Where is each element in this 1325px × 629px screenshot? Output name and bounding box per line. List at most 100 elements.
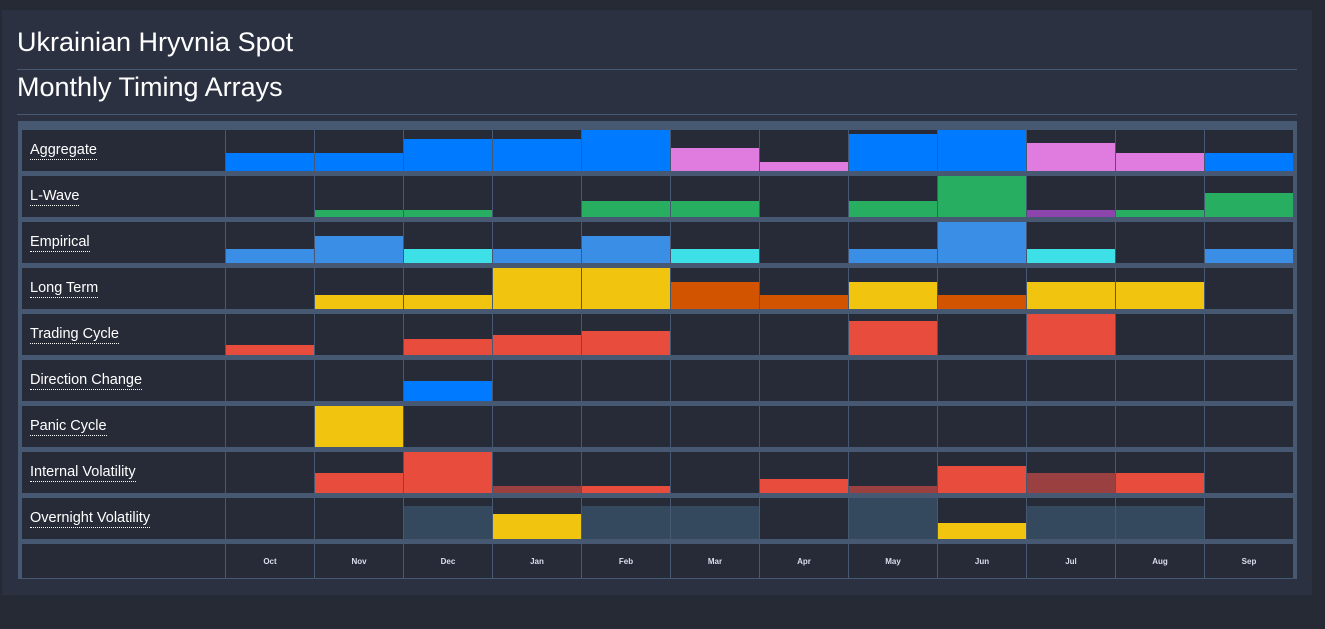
month-cell (226, 176, 314, 217)
month-cell (849, 176, 937, 217)
month-label: Jan (493, 544, 581, 578)
month-label: Apr (760, 544, 848, 578)
month-cell (849, 314, 937, 355)
month-cell (671, 130, 759, 171)
timing-bar (849, 249, 937, 263)
month-cell (582, 130, 670, 171)
month-cell (938, 314, 1026, 355)
timing-bar (404, 249, 492, 263)
timing-bar (315, 209, 403, 217)
row-label-link[interactable]: Aggregate (30, 142, 97, 160)
timing-bar (226, 152, 314, 171)
timing-bar (404, 139, 492, 171)
month-cell (1116, 498, 1204, 539)
month-cell (1027, 268, 1115, 309)
row-label-link[interactable]: Direction Change (30, 372, 143, 390)
month-cell (315, 222, 403, 263)
month-cell (1027, 176, 1115, 217)
month-cell (1116, 360, 1204, 401)
month-cell (582, 498, 670, 539)
timing-bar (315, 472, 403, 493)
timing-bar (315, 295, 403, 309)
row-label-link[interactable]: L-Wave (30, 188, 80, 206)
month-cell (1027, 130, 1115, 171)
row-label-link[interactable]: Internal Volatility (30, 464, 136, 482)
timing-bar (1027, 209, 1115, 217)
month-cell (493, 452, 581, 493)
month-cell (760, 314, 848, 355)
month-cell (1205, 222, 1293, 263)
month-cell (1116, 452, 1204, 493)
timing-bar (671, 281, 759, 309)
month-cell (1027, 498, 1115, 539)
array-row: Empirical (22, 222, 1293, 263)
timing-bar (760, 479, 848, 493)
month-cell (315, 406, 403, 447)
month-label: Nov (315, 544, 403, 578)
month-label: Feb (582, 544, 670, 578)
timing-bar (671, 249, 759, 263)
row-label: Panic Cycle (22, 406, 225, 447)
month-label: Jul (1027, 544, 1115, 578)
month-cell (760, 176, 848, 217)
month-cell (404, 130, 492, 171)
month-cell (582, 176, 670, 217)
timing-bar (671, 201, 759, 217)
row-label-link[interactable]: Empirical (30, 234, 90, 252)
month-cell (938, 130, 1026, 171)
timing-bar (315, 152, 403, 171)
timing-bar (1027, 143, 1115, 171)
month-label: Mar (671, 544, 759, 578)
month-cell (315, 314, 403, 355)
month-cell (582, 222, 670, 263)
timing-bar (849, 134, 937, 171)
month-cell (404, 222, 492, 263)
month-cell (1205, 130, 1293, 171)
month-cell (1205, 498, 1293, 539)
row-label: Direction Change (22, 360, 225, 401)
month-cell (315, 176, 403, 217)
month-cell (226, 406, 314, 447)
month-cell (1205, 360, 1293, 401)
month-cell (938, 176, 1026, 217)
array-row: Internal Volatility (22, 452, 1293, 493)
month-cell (1205, 314, 1293, 355)
month-cell (849, 498, 937, 539)
row-label-link[interactable]: Long Term (30, 280, 99, 298)
row-label: Empirical (22, 222, 225, 263)
month-label: Aug (1116, 544, 1204, 578)
timing-bar (938, 130, 1026, 171)
row-label-link[interactable]: Trading Cycle (30, 326, 119, 344)
month-cell (1116, 406, 1204, 447)
timing-bar (671, 148, 759, 171)
month-cell (938, 406, 1026, 447)
timing-bar (582, 506, 670, 539)
month-cell (404, 268, 492, 309)
month-cell (849, 360, 937, 401)
month-label: Sep (1205, 544, 1293, 578)
timing-bar (582, 236, 670, 263)
month-cell (760, 406, 848, 447)
timing-bar (315, 236, 403, 263)
month-cell (493, 406, 581, 447)
timing-bar (226, 344, 314, 355)
month-cell (493, 130, 581, 171)
month-cell (938, 360, 1026, 401)
timing-bar (582, 268, 670, 309)
month-cell (493, 498, 581, 539)
row-label: Overnight Volatility (22, 498, 225, 539)
timing-bar (404, 380, 492, 401)
month-cell (315, 268, 403, 309)
row-label-link[interactable]: Overnight Volatility (30, 510, 151, 528)
timing-bar (849, 486, 937, 493)
timing-bar (760, 161, 848, 171)
array-row: Panic Cycle (22, 406, 1293, 447)
month-cell (226, 222, 314, 263)
row-label-link[interactable]: Panic Cycle (30, 418, 107, 436)
month-cell (849, 268, 937, 309)
timing-bar (1027, 506, 1115, 539)
timing-bar (582, 201, 670, 217)
month-cell (938, 498, 1026, 539)
timing-bar (493, 334, 581, 355)
month-cell (493, 268, 581, 309)
